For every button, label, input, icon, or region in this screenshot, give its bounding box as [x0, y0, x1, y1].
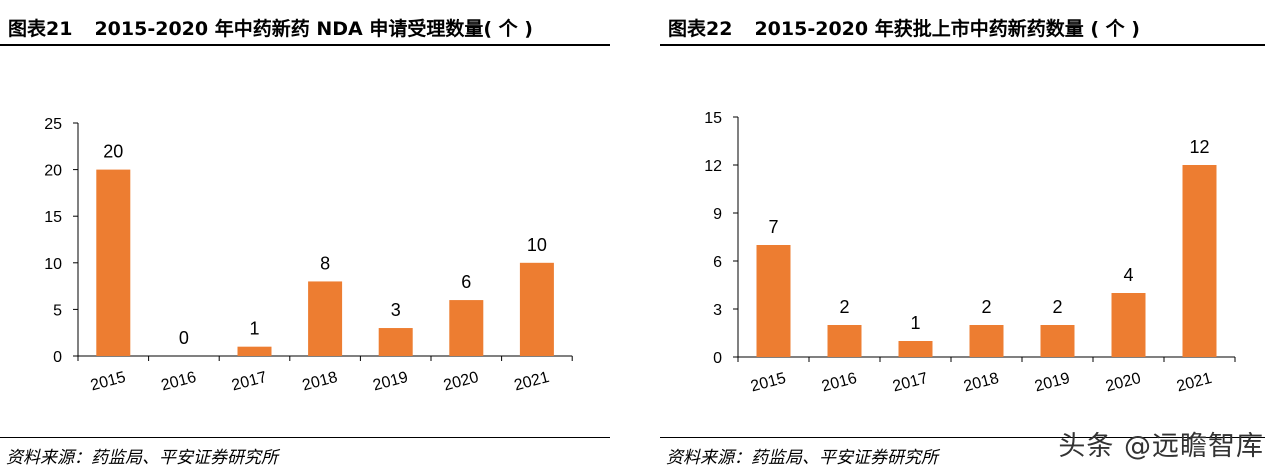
- x-tick-label-2016: 2016: [159, 369, 198, 395]
- bar-chart-nda-applications: 0 5 10 15 20 25 20 2015 0 2016 1 2017 8 2018 3 2019 6 202…: [44, 116, 573, 395]
- bar-2019: [1040, 325, 1075, 357]
- figure-title: 图表21 2015-2020 年中药新药 NDA 申请受理数量( 个 ): [8, 14, 533, 41]
- source-rule: [660, 437, 1265, 438]
- x-tick-label-2015: 2015: [749, 370, 788, 396]
- data-label-2019: 2: [1052, 297, 1062, 317]
- bar-2016: [827, 325, 862, 357]
- data-label-2015: 20: [103, 142, 123, 162]
- bar-2018: [969, 325, 1004, 357]
- y-tick-label: 15: [44, 209, 62, 226]
- bar-2020: [1111, 293, 1146, 357]
- bar-2021: [519, 262, 554, 356]
- data-label-2016: 0: [179, 328, 189, 348]
- y-tick-label: 10: [44, 256, 62, 273]
- x-tick-label-2016: 2016: [820, 370, 859, 396]
- data-label-2018: 8: [320, 253, 330, 273]
- bar-2019: [378, 328, 413, 356]
- y-tick-label: 20: [44, 163, 62, 180]
- figure-caption: 2015-2020 年获批上市中药新药数量 ( 个 ): [754, 18, 1140, 40]
- x-tick-label-2020: 2020: [1104, 370, 1143, 396]
- x-tick-label-2021: 2021: [512, 369, 551, 395]
- chart-panel-left: 图表21 2015-2020 年中药新药 NDA 申请受理数量( 个 ) 0 5 10…: [0, 0, 610, 475]
- title-rule: [660, 44, 1265, 46]
- x-tick-label-2017: 2017: [230, 369, 269, 395]
- y-tick-label: 9: [713, 206, 722, 223]
- y-tick-label: 15: [704, 110, 722, 127]
- data-label-2021: 12: [1189, 137, 1209, 157]
- x-tick-label-2020: 2020: [442, 369, 481, 395]
- data-label-2017: 1: [910, 313, 920, 333]
- data-label-2017: 1: [249, 319, 259, 339]
- bar-2015: [96, 169, 131, 356]
- bar-2017: [898, 341, 933, 357]
- y-tick-label: 3: [713, 302, 722, 319]
- source-note: 资料来源：药监局、平安证券研究所: [666, 448, 938, 468]
- y-tick-label: 25: [44, 116, 62, 133]
- x-tick-label-2015: 2015: [89, 369, 128, 395]
- data-label-2020: 6: [461, 272, 471, 292]
- source-rule: [0, 437, 610, 438]
- figure-title: 图表22 2015-2020 年获批上市中药新药数量 ( 个 ): [668, 14, 1140, 41]
- bar-2015: [756, 245, 791, 357]
- x-tick-label-2018: 2018: [301, 369, 340, 395]
- x-tick-label-2019: 2019: [1033, 370, 1072, 396]
- title-rule: [0, 44, 610, 46]
- data-label-2020: 4: [1123, 265, 1133, 285]
- figure-caption: 2015-2020 年中药新药 NDA 申请受理数量( 个 ): [94, 18, 533, 40]
- bar-2018: [308, 281, 343, 356]
- x-tick-label-2018: 2018: [962, 370, 1001, 396]
- source-note: 资料来源：药监局、平安证券研究所: [6, 448, 278, 468]
- y-tick-label: 5: [53, 302, 62, 319]
- data-label-2019: 3: [391, 300, 401, 320]
- data-label-2015: 7: [768, 217, 778, 237]
- watermark-text: 头条 @远瞻智库: [1058, 431, 1264, 462]
- y-tick-label: 0: [713, 350, 722, 367]
- bar-2020: [449, 300, 484, 356]
- bar-chart-approved-drugs: 0 3 6 9 12 15 7 2015 2 2016 1 2017 2 2018 2 2019 4 2020 12…: [704, 110, 1236, 396]
- y-tick-label: 6: [713, 254, 722, 271]
- y-tick-label: 0: [53, 349, 62, 366]
- figure-number: 图表22: [668, 18, 733, 40]
- bar-2017: [237, 346, 272, 356]
- x-tick-label-2019: 2019: [371, 369, 410, 395]
- x-tick-label-2021: 2021: [1175, 370, 1214, 396]
- data-label-2018: 2: [981, 297, 991, 317]
- figure-number: 图表21: [8, 18, 73, 40]
- data-label-2016: 2: [839, 297, 849, 317]
- bar-2021: [1182, 165, 1217, 357]
- y-tick-label: 12: [704, 158, 722, 175]
- data-label-2021: 10: [527, 235, 547, 255]
- x-tick-label-2017: 2017: [891, 370, 930, 396]
- chart-panel-right: 图表22 2015-2020 年获批上市中药新药数量 ( 个 ) 0 3 6 9 12 15…: [660, 0, 1265, 475]
